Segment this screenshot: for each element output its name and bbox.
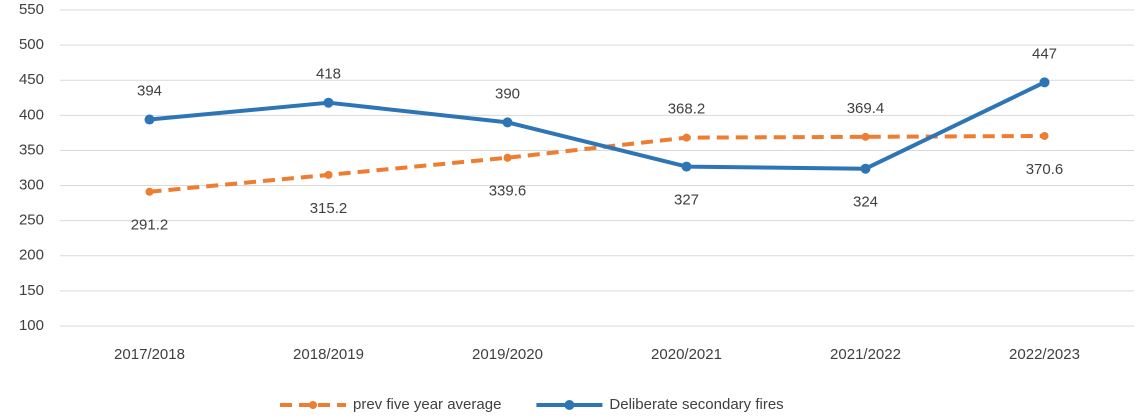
y-tick-label: 150 xyxy=(19,282,44,299)
point xyxy=(861,132,870,141)
y-tick-label: 100 xyxy=(19,317,44,334)
data-label: 390 xyxy=(495,85,520,102)
point xyxy=(1040,131,1049,140)
x-tick-label: 2018/2019 xyxy=(293,346,364,363)
point xyxy=(860,163,871,174)
data-label: 324 xyxy=(853,194,878,211)
y-tick-label: 250 xyxy=(19,212,44,229)
point xyxy=(682,133,691,142)
x-tick-label: 2021/2022 xyxy=(830,346,901,363)
point xyxy=(144,114,155,125)
data-label: 327 xyxy=(674,192,699,209)
point xyxy=(145,187,154,196)
point xyxy=(503,153,512,162)
legend-label: Deliberate secondary fires xyxy=(609,396,783,413)
data-label: 394 xyxy=(137,83,162,100)
data-label: 339.6 xyxy=(489,183,527,200)
legend-label: prev five year average xyxy=(353,396,501,413)
data-label: 368.2 xyxy=(668,101,706,118)
data-label: 315.2 xyxy=(310,200,348,217)
y-tick-label: 200 xyxy=(19,247,44,264)
series-line xyxy=(149,80,1046,171)
y-tick-label: 300 xyxy=(19,177,44,194)
y-tick-label: 350 xyxy=(19,141,44,158)
x-tick-label: 2020/2021 xyxy=(651,346,722,363)
x-tick-label: 2017/2018 xyxy=(114,346,185,363)
point xyxy=(1039,77,1050,88)
point xyxy=(681,161,692,172)
point xyxy=(324,170,333,179)
y-tick-label: 450 xyxy=(19,71,44,88)
y-tick-label: 500 xyxy=(19,36,44,53)
data-label: 369.4 xyxy=(847,100,885,117)
data-label: 447 xyxy=(1032,45,1057,62)
data-label: 291.2 xyxy=(131,217,169,234)
point xyxy=(323,97,334,108)
y-tick-label: 400 xyxy=(19,106,44,123)
x-tick-label: 2019/2020 xyxy=(472,346,543,363)
point xyxy=(502,117,513,128)
series-line xyxy=(149,133,1045,194)
x-tick-label: 2022/2023 xyxy=(1009,346,1080,363)
legend-marker xyxy=(564,400,575,410)
data-label: 370.6 xyxy=(1026,161,1064,178)
y-tick-label: 550 xyxy=(19,1,44,18)
legend-marker xyxy=(309,401,317,409)
data-label: 418 xyxy=(316,66,341,83)
